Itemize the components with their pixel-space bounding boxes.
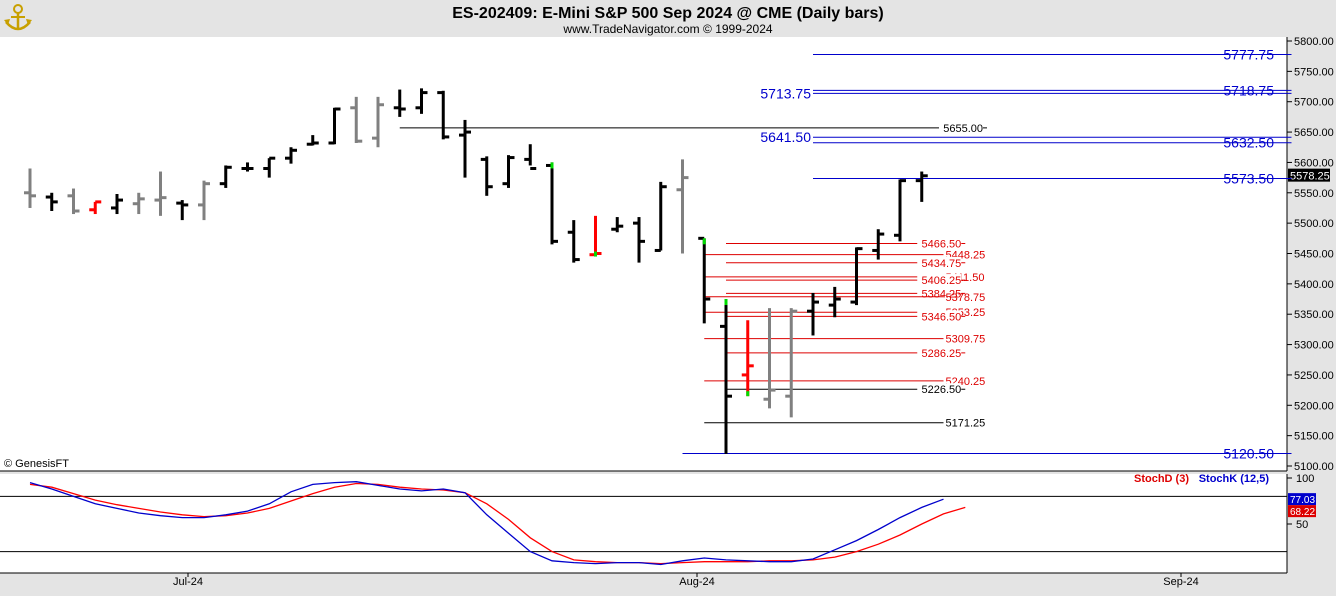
level-label: 5346.50	[921, 311, 961, 323]
level-label: 5226.50	[921, 384, 961, 396]
level-label: 5777.75	[1223, 47, 1274, 63]
level-label-bg	[917, 383, 962, 396]
level-label: 5406.25	[921, 275, 961, 287]
price-tick-label: 5750.00	[1294, 66, 1334, 78]
level-label: 5713.75	[760, 85, 811, 101]
level-label: 5718.75	[1223, 82, 1274, 98]
stochk-value-label: 77.03	[1290, 495, 1315, 506]
stochd-value-box	[1288, 505, 1316, 518]
price-tick-label: 5600.00	[1294, 157, 1334, 169]
price-tick-label: 5200.00	[1294, 400, 1334, 412]
level-label: 5641.50	[760, 129, 811, 145]
price-panel	[0, 37, 1287, 471]
level-label: 5378.75	[946, 292, 986, 304]
indicator-panel	[0, 474, 1287, 573]
chart-subtitle: www.TradeNavigator.com © 1999-2024	[562, 22, 772, 36]
price-tick-label: 5800.00	[1294, 36, 1334, 48]
level-label: 5655.00	[943, 123, 983, 135]
price-tick-label: 5400.00	[1294, 279, 1334, 291]
level-label-bg	[917, 256, 962, 269]
level-label: 5384.25	[921, 288, 961, 300]
date-axis: Jul-24 Aug-24 Sep-24	[173, 573, 1199, 588]
date-tick-label: Jul-24	[173, 576, 203, 588]
last-price-label: 5578.25	[1290, 171, 1330, 183]
price-axis: 5800.00 5750.00 5700.00 5650.00 5600.00 5550.…	[1287, 36, 1334, 473]
price-tick-label: 5350.00	[1294, 309, 1334, 321]
level-label: 5434.75	[921, 258, 961, 270]
level-lines: 5777.75 5718.75 5713.75 5655.00 5641.50 5632.…	[399, 47, 1292, 462]
price-tick-label: 5550.00	[1294, 188, 1334, 200]
level-label: 5309.75	[946, 334, 986, 346]
anchor-logo-icon	[4, 4, 32, 31]
date-tick-label: Sep-24	[1163, 576, 1198, 588]
stoch-series-line	[29, 481, 944, 566]
price-tick-label: 5450.00	[1294, 249, 1334, 261]
level-label: 5632.50	[1223, 135, 1274, 151]
level-label: 5573.50	[1223, 171, 1274, 187]
level-label: 5171.25	[946, 418, 986, 430]
price-tick-label: 5150.00	[1294, 431, 1334, 443]
price-tick-label: 5300.00	[1294, 340, 1334, 352]
level-label: 5286.25	[921, 348, 961, 360]
stochk-legend: StochK (12,5)	[1199, 473, 1270, 485]
price-tick-label: 5700.00	[1294, 97, 1334, 109]
chart-title: ES-202409: E-Mini S&P 500 Sep 2024 @ CME…	[452, 5, 883, 22]
level-label-bg	[939, 121, 983, 134]
price-tick-label: 5250.00	[1294, 370, 1334, 382]
stoch-tick-label: 50	[1296, 519, 1308, 531]
date-tick-label: Aug-24	[679, 576, 714, 588]
last-price-box	[1288, 168, 1330, 182]
level-label-bg	[917, 346, 962, 359]
price-bars	[24, 88, 928, 454]
stochk-value-box	[1288, 493, 1316, 506]
price-tick-label: 5500.00	[1294, 218, 1334, 230]
price-tick-label: 5100.00	[1294, 461, 1334, 473]
stochd-legend: StochD (3)	[1134, 473, 1189, 485]
price-tick-label: 5650.00	[1294, 127, 1334, 139]
level-label-bg	[917, 237, 962, 250]
copyright-label: © GenesisFT	[4, 458, 69, 470]
level-label: 5120.50	[1223, 446, 1274, 462]
level-label-bg	[917, 310, 962, 323]
stoch-tick-label: 100	[1296, 473, 1314, 485]
stochd-value-label: 68.22	[1290, 507, 1315, 518]
level-label: 5466.50	[921, 238, 961, 250]
level-label-bg	[917, 274, 962, 287]
